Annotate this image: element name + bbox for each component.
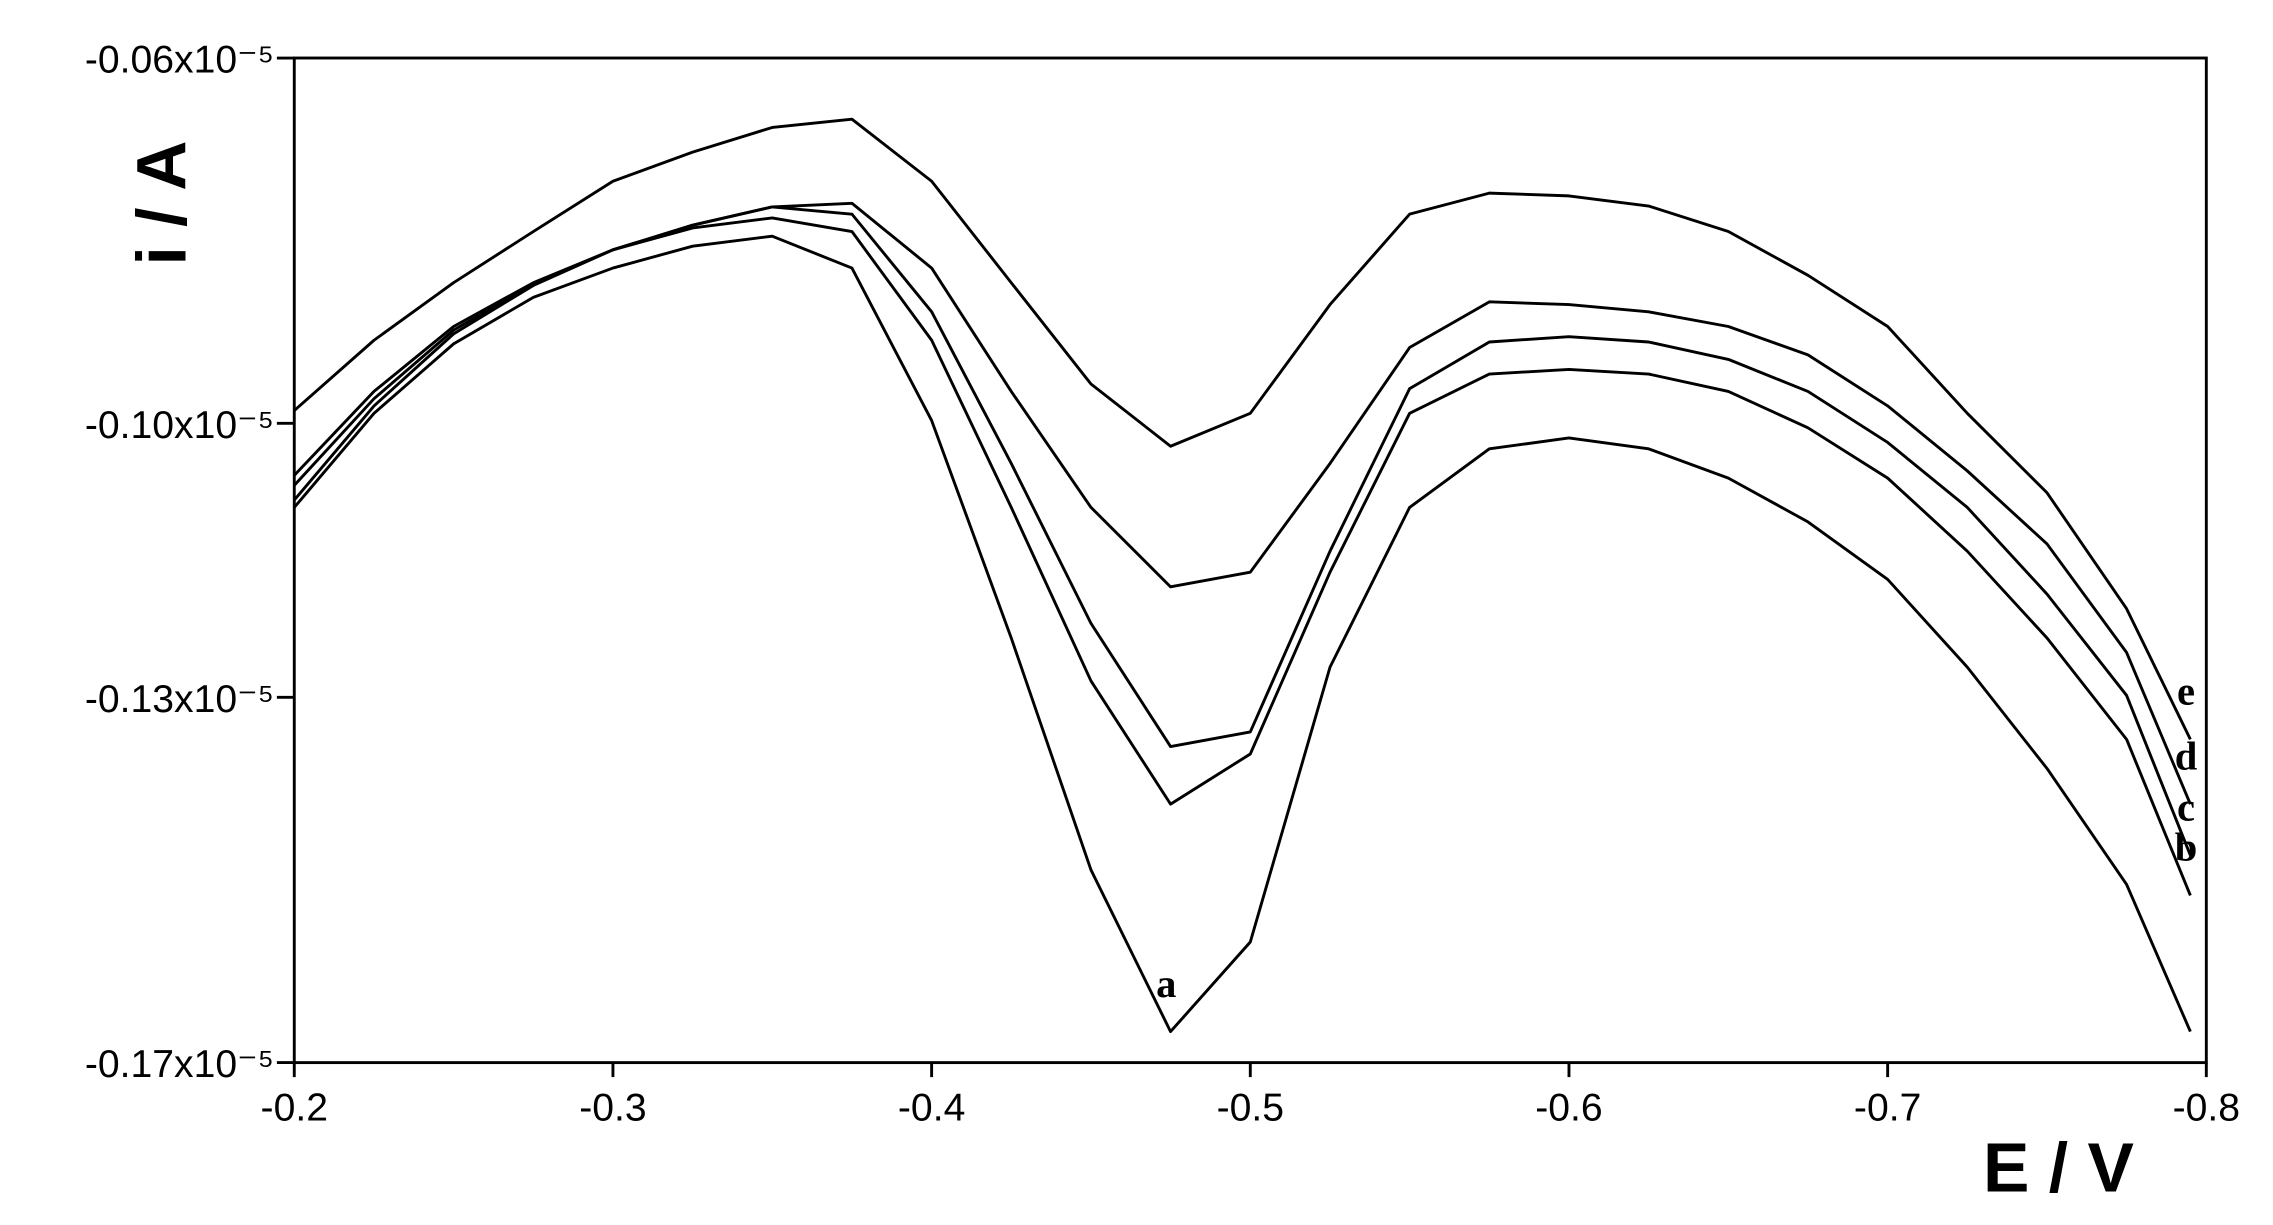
y-tick-label: -0.10x10⁻⁵ — [85, 404, 274, 447]
y-tick-label: -0.17x10⁻⁵ — [85, 1043, 274, 1086]
x-tick-label: -0.8 — [2173, 1087, 2240, 1130]
x-tick-label: -0.2 — [261, 1087, 328, 1130]
x-tick-label: -0.7 — [1854, 1087, 1921, 1130]
series-label: d — [2175, 733, 2198, 778]
y-axis-title: i / A — [123, 140, 201, 265]
series-label: e — [2177, 669, 2195, 714]
line-series — [293, 234, 2192, 1034]
x-axis-title: E / V — [1983, 1129, 2134, 1207]
y-tick-label: -0.06x10⁻⁵ — [85, 39, 274, 82]
plot-frame — [292, 56, 2208, 1065]
series-label: a — [1156, 961, 1176, 1006]
y-tick-label: -0.13x10⁻⁵ — [85, 678, 274, 721]
x-tick-label: -0.5 — [1217, 1087, 1284, 1130]
series-label: c — [2177, 785, 2195, 830]
x-tick-label: -0.3 — [579, 1087, 646, 1130]
line-series — [293, 117, 2192, 740]
line-series — [293, 201, 2192, 805]
line-series — [293, 216, 2192, 897]
x-tick-label: -0.6 — [1535, 1087, 1602, 1130]
x-tick-label: -0.4 — [898, 1087, 965, 1130]
